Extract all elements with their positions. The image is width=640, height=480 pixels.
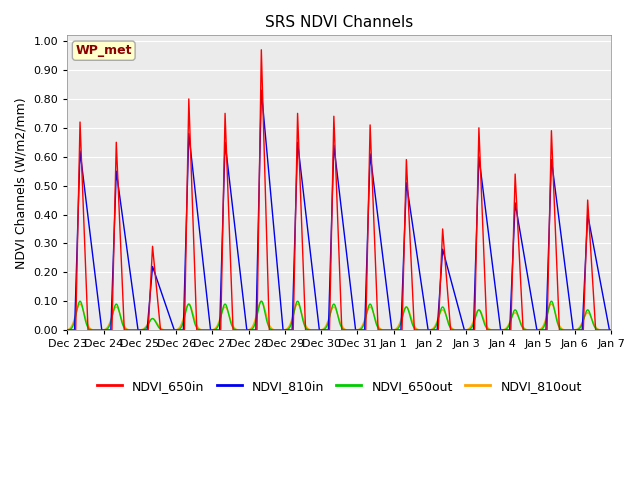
Y-axis label: NDVI Channels (W/m2/mm): NDVI Channels (W/m2/mm) xyxy=(15,97,28,268)
Legend: NDVI_650in, NDVI_810in, NDVI_650out, NDVI_810out: NDVI_650in, NDVI_810in, NDVI_650out, NDV… xyxy=(92,375,587,397)
Text: WP_met: WP_met xyxy=(76,44,132,57)
Title: SRS NDVI Channels: SRS NDVI Channels xyxy=(265,15,413,30)
